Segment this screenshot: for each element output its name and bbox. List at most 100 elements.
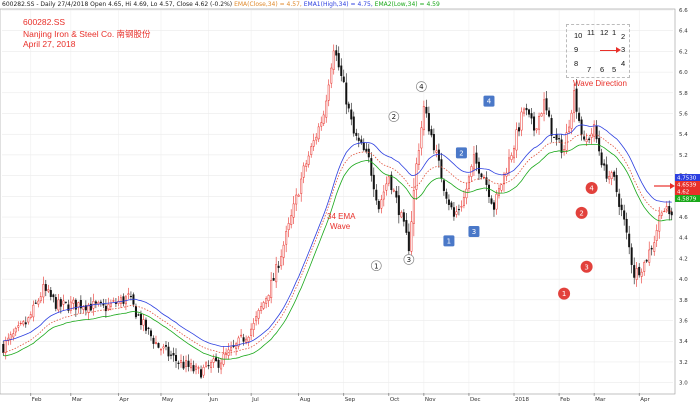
clock-12: 12 (600, 28, 609, 37)
y-tick-label: 5.6 (679, 112, 688, 118)
candle-body (510, 155, 513, 160)
candle-body (525, 108, 528, 111)
candle-body (625, 218, 628, 233)
candle-body (472, 154, 475, 170)
candle-body (460, 206, 463, 208)
candle-body (157, 342, 160, 348)
y-tick-label: 6.6 (679, 8, 688, 14)
ema-lines (3, 124, 672, 360)
candle-body (412, 190, 415, 224)
candle-body (325, 100, 328, 118)
clock-5: 5 (612, 65, 617, 74)
clock-7: 7 (587, 65, 592, 74)
candle-body (370, 158, 373, 176)
y-tick-label: 5.2 (679, 153, 688, 159)
candle-body (240, 334, 243, 337)
candle-body (508, 157, 511, 173)
candle-body (482, 176, 485, 179)
candle-body (440, 159, 443, 179)
candle-body (380, 199, 383, 209)
candle-body (670, 211, 673, 216)
candle-body (74, 299, 77, 310)
candle-body (613, 171, 616, 177)
x-tick-label: Mar (72, 397, 83, 403)
candle-body (49, 290, 52, 297)
candle-body (502, 173, 505, 185)
candle-body (292, 203, 295, 218)
y-tick-label: 4.4 (679, 236, 688, 242)
wave-marker-white-circle-2: 2 (388, 111, 400, 122)
candle-body (515, 129, 518, 151)
candle-body (335, 50, 338, 56)
candle-body (535, 128, 538, 131)
candle-body (558, 138, 561, 140)
candle-body (563, 149, 566, 153)
candle-body (550, 118, 553, 136)
candle-body (452, 207, 455, 217)
candle-body (402, 212, 405, 222)
y-tick-label: 5.4 (679, 132, 688, 138)
candle-body (87, 304, 90, 313)
candle-body (260, 306, 263, 311)
x-tick-label: Feb (560, 397, 570, 403)
candle-body (277, 265, 280, 268)
candle-body (432, 134, 435, 151)
candle-body (658, 215, 661, 232)
candle-body (200, 369, 203, 378)
candle-body (192, 365, 195, 372)
candle-body (79, 300, 82, 309)
candle-body (177, 362, 180, 364)
ema-close-line (3, 134, 672, 354)
candle-body (317, 126, 320, 140)
wave-marker-red-circle-3: 3 (580, 260, 593, 273)
candle-body (548, 110, 551, 117)
symbol-info: 600282.SS - Daily 27/4/2018 Open 4.65, H… (2, 1, 233, 8)
candle-body (372, 174, 375, 190)
candle-body (390, 174, 393, 191)
candle-body (477, 161, 480, 174)
candle-body (202, 367, 205, 376)
candle-body (52, 294, 55, 298)
candle-body (400, 212, 403, 218)
candle-body (490, 198, 493, 204)
candle-body (57, 299, 60, 311)
svg-text:2: 2 (579, 209, 583, 217)
candle-body (170, 354, 173, 356)
candle-body (640, 271, 643, 277)
candle-body (12, 333, 15, 338)
right-arrow-icon (654, 183, 675, 189)
candle-body (195, 365, 198, 370)
candle-body (427, 113, 430, 132)
clock-2: 2 (621, 32, 626, 41)
ema-low-line (3, 144, 672, 360)
svg-text:4: 4 (419, 83, 424, 91)
candle-body (395, 190, 398, 198)
candle-body (237, 337, 240, 347)
svg-text:4.62: 4.62 (677, 190, 689, 196)
candle-body (497, 188, 500, 196)
candle-body (583, 136, 586, 140)
candle-body (538, 115, 541, 130)
candle-body (265, 298, 268, 304)
candle-body (154, 342, 157, 344)
candle-body (305, 163, 308, 167)
candle-body (44, 284, 47, 291)
candle-body (560, 139, 563, 153)
wave-direction-label: Wave Direction (573, 79, 627, 88)
candle-body (172, 353, 175, 356)
candle-body (608, 175, 611, 180)
candle-body (14, 327, 17, 333)
candle-body (365, 148, 368, 152)
candle-body (127, 293, 130, 295)
candle-body (420, 127, 423, 149)
candle-body (347, 103, 350, 109)
candle-body (39, 296, 42, 302)
svg-text:4: 4 (487, 98, 492, 106)
clock-11: 11 (587, 28, 595, 37)
candle-body (600, 152, 603, 166)
candle-body (417, 150, 420, 165)
candle-body (615, 175, 618, 193)
x-tick-label: Jun (209, 397, 219, 403)
candle-body (310, 146, 313, 155)
candle-body (565, 132, 568, 151)
